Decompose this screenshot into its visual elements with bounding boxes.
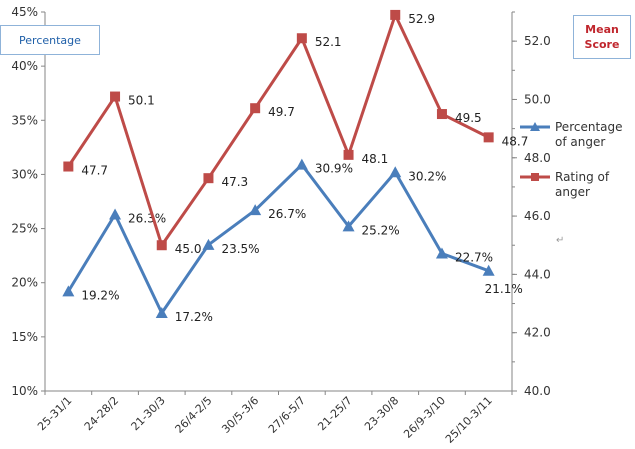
data-point-square (156, 240, 167, 251)
data-point-triangle (435, 247, 448, 259)
right-axis-tick-label: 50.0 (524, 92, 551, 106)
series-percentage-of-anger: 19.2% 26.3% 17.2% 23.5% 26.7% 30.9% 25.2% 30.2%… (62, 158, 523, 324)
data-label: 23.5% (221, 242, 259, 256)
right-axis-title: Mean Score (573, 15, 631, 59)
right-axis-tick-label: 46.0 (524, 209, 551, 223)
series-line (67, 163, 490, 315)
data-label: 47.7 (81, 164, 108, 178)
right-axis-tick-label: 48.0 (524, 151, 551, 165)
x-axis-tick-label: 23-30/8 (362, 394, 401, 433)
left-axis-tick-label: 25% (11, 222, 38, 236)
left-axis-tick-label: 10% (11, 384, 38, 398)
data-point-square (483, 132, 494, 143)
data-label: 52.9 (408, 12, 435, 26)
x-axis-tick-label: 26/9-3/10 (401, 394, 448, 441)
stray-return-mark: ↵ (556, 235, 564, 246)
data-point-square (390, 9, 401, 20)
data-label: 21.1% (485, 282, 523, 296)
data-point-triangle (202, 238, 215, 250)
data-point-triangle (389, 166, 402, 178)
data-point-square (110, 91, 121, 102)
right-axis-tick-label: 52.0 (524, 34, 551, 48)
data-label: 25.2% (362, 223, 400, 237)
data-label: 26.7% (268, 207, 306, 221)
left-axis-tick-label: 20% (11, 276, 38, 290)
data-point-square (250, 103, 261, 114)
data-point-square (203, 173, 214, 184)
left-axis-tick-label: 30% (11, 167, 38, 181)
x-axis-tick-label: 21-30/3 (129, 394, 168, 433)
right-axis-title-line2: Score (584, 38, 620, 51)
data-point-triangle (295, 158, 308, 170)
data-point-square (343, 149, 354, 160)
data-label: 22.7% (455, 250, 493, 264)
legend-swatch-triangle (530, 122, 540, 131)
x-axis-tick-label: 26/4-2/5 (173, 394, 215, 436)
data-point-triangle (62, 285, 75, 297)
data-label: 30.2% (408, 169, 446, 183)
data-label: 49.5 (455, 111, 482, 125)
data-label: 52.1 (315, 35, 342, 49)
data-point-square (436, 109, 447, 120)
data-label: 19.2% (81, 288, 119, 302)
data-label: 50.1 (128, 94, 155, 108)
legend-label-line2: of anger (555, 135, 605, 149)
x-axis-tick-label: 27/6-5/7 (266, 394, 308, 436)
series-line (67, 13, 490, 247)
data-label: 45.0 (175, 242, 202, 256)
left-axis-tick-label: 45% (11, 5, 38, 19)
left-axis-title-text: Percentage (19, 33, 81, 47)
data-label: 48.7 (502, 134, 529, 148)
right-axis-title-line1: Mean (585, 23, 619, 36)
data-label: 48.1 (362, 152, 389, 166)
data-point-triangle (342, 220, 355, 232)
right-axis-tick-label: 42.0 (524, 326, 551, 340)
x-axis-tick-label: 25/10-3/11 (443, 394, 495, 446)
right-axis-ticks: 40.0 42.0 44.0 46.0 48.0 50.0 52.0 (512, 11, 551, 398)
left-axis-tick-label: 40% (11, 59, 38, 73)
data-point-triangle (249, 204, 262, 216)
right-axis-tick-label: 44.0 (524, 267, 551, 281)
data-label: 17.2% (175, 310, 213, 324)
x-axis-tick-label: 21-25/7 (315, 394, 354, 433)
left-axis-ticks: 10% 15% 20% 25% 30% 35% 40% 45% (11, 5, 45, 398)
x-axis-tick-label: 25-31/1 (35, 394, 74, 433)
data-label: 30.9% (315, 162, 353, 176)
data-point-square (296, 33, 307, 44)
data-point-triangle (109, 208, 122, 220)
legend-label-line1: Rating of (555, 170, 610, 184)
data-point-triangle (482, 264, 495, 276)
legend-swatch-square (531, 173, 539, 181)
left-axis-tick-label: 15% (11, 330, 38, 344)
right-axis-tick-label: 40.0 (524, 384, 551, 398)
data-point-triangle (155, 307, 168, 319)
left-axis-title: Percentage (0, 25, 100, 55)
legend-label-line1: Percentage (555, 120, 623, 134)
data-point-square (63, 161, 74, 172)
left-axis-tick-label: 35% (11, 113, 38, 127)
series-rating-of-anger: 47.7 50.1 45.0 47.3 49.7 52.1 48.1 52.9 49.5 48.7 (63, 9, 529, 256)
series-layer: 19.2% 26.3% 17.2% 23.5% 26.7% 30.9% 25.2% 30.2%… (62, 9, 529, 324)
data-label: 26.3% (128, 211, 166, 225)
chart-axes (44, 12, 513, 392)
x-axis-tick-label: 24-28/2 (82, 394, 121, 433)
legend-label-line2: anger (555, 185, 590, 199)
x-axis-tick-label: 30/5-3/6 (219, 394, 261, 436)
data-label: 49.7 (268, 105, 295, 119)
data-label: 47.3 (221, 175, 248, 189)
x-axis-ticks: 25-31/1 24-28/2 21-30/3 26/4-2/5 30/5-3/6 27/… (35, 391, 513, 446)
